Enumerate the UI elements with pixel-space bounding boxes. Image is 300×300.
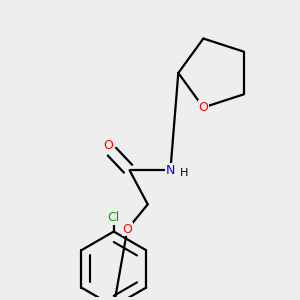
Text: H: H: [180, 168, 188, 178]
Text: Cl: Cl: [108, 212, 120, 224]
Text: O: O: [103, 139, 113, 152]
Text: O: O: [198, 101, 208, 114]
Text: N: N: [166, 164, 175, 177]
Text: O: O: [122, 223, 132, 236]
